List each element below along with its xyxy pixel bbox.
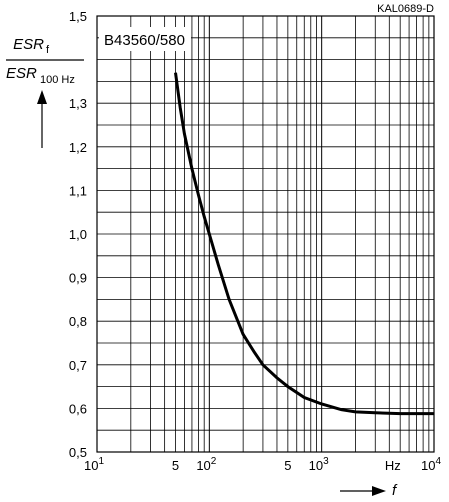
x-tick-label: 104 [421,456,441,473]
series-label-background [99,27,191,51]
y-tick-label: 1,1 [69,183,87,198]
y-tick-label: 0,7 [69,358,87,373]
x-axis-arrow-head [372,486,386,496]
y-tick-labels: 0,5 0,6 0,7 0,8 0,9 1,0 1,1 1,2 1,3 1,5 [69,9,87,460]
x-label: f [392,482,398,499]
x-tick-label: Hz [385,458,401,473]
x-tick-label: 102 [196,456,216,473]
y-axis-label: ESR f ESR 100 Hz [6,36,84,148]
x-tick-label: 5 [172,458,179,473]
y-tick-label: 0,5 [69,445,87,460]
figure-code: KAL0689-D [377,3,434,15]
x-tick-label: 101 [84,456,104,473]
y-tick-label: 1,2 [69,140,87,155]
y-tick-label: 0,9 [69,271,87,286]
x-tick-label: 103 [309,456,329,473]
grid-lines [97,16,434,452]
y-label-numerator-sub: f [46,44,50,56]
y-tick-label: 0,6 [69,401,87,416]
x-tick-labels: 101 5 102 5 103 Hz 104 [84,456,441,473]
y-label-denominator-sub: 100 Hz [40,74,75,86]
series-label: B43560/580 [104,32,185,49]
y-label-numerator: ESR [13,36,44,53]
svg-text:ESR: ESR [13,36,44,53]
x-axis-label: f [340,482,398,499]
y-axis-arrow-head [37,90,47,104]
y-tick-label: 0,8 [69,314,87,329]
y-label-denominator: ESR [6,65,37,82]
y-tick-label: 1,3 [69,96,87,111]
y-tick-label: 1,0 [69,227,87,242]
plot-frame [96,15,435,453]
y-tick-label: 1,5 [69,9,87,24]
x-tick-label: 5 [284,458,291,473]
esr-ratio-curve [174,72,434,416]
